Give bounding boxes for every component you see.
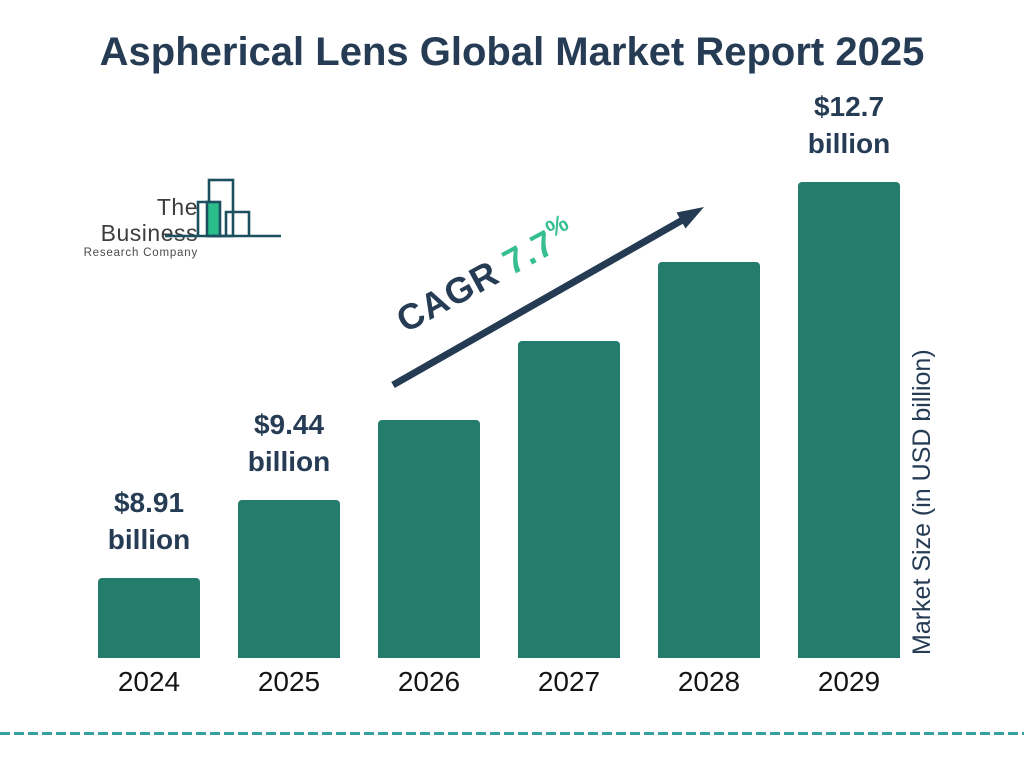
company-logo: The Business Research Company [60, 170, 300, 259]
value-line1: $12.7 [813, 91, 885, 122]
value-line2: billion [807, 128, 891, 159]
bar-2028 [658, 262, 760, 658]
cagr-annotation: CAGR 7.7% [389, 209, 583, 341]
value-label-2025: $9.44 billion [218, 406, 360, 480]
bar-2025 [238, 500, 340, 658]
value-label-2024: $8.91 billion [78, 484, 220, 558]
x-tick-2029: 2029 [817, 666, 881, 697]
logo-name: The Business [100, 194, 198, 246]
value-label-2029: $12.7 billion [778, 88, 920, 162]
value-line1: $8.91 [113, 487, 185, 518]
bar-2024 [98, 578, 200, 658]
x-tick-2028: 2028 [677, 666, 741, 697]
bar-chart-logo-icon [160, 174, 286, 249]
x-tick-2026: 2026 [397, 666, 461, 697]
x-tick-2027: 2027 [537, 666, 601, 697]
bar-2029 [798, 182, 900, 658]
x-tick-2025: 2025 [257, 666, 321, 697]
value-line2: billion [247, 446, 331, 477]
bottom-dashed-divider [0, 732, 1024, 735]
value-line2: billion [107, 524, 191, 555]
page-title: Aspherical Lens Global Market Report 202… [99, 30, 925, 74]
cagr-label: CAGR [389, 246, 516, 341]
value-line1: $9.44 [253, 409, 325, 440]
y-axis-label: Market Size (in USD billion) [908, 349, 936, 656]
logo-subname: Research Company [83, 247, 198, 259]
bar-2027 [518, 341, 620, 658]
bar-2026 [378, 420, 480, 658]
logo-text: The Business Research Company [60, 194, 198, 260]
x-tick-2024: 2024 [117, 666, 181, 697]
